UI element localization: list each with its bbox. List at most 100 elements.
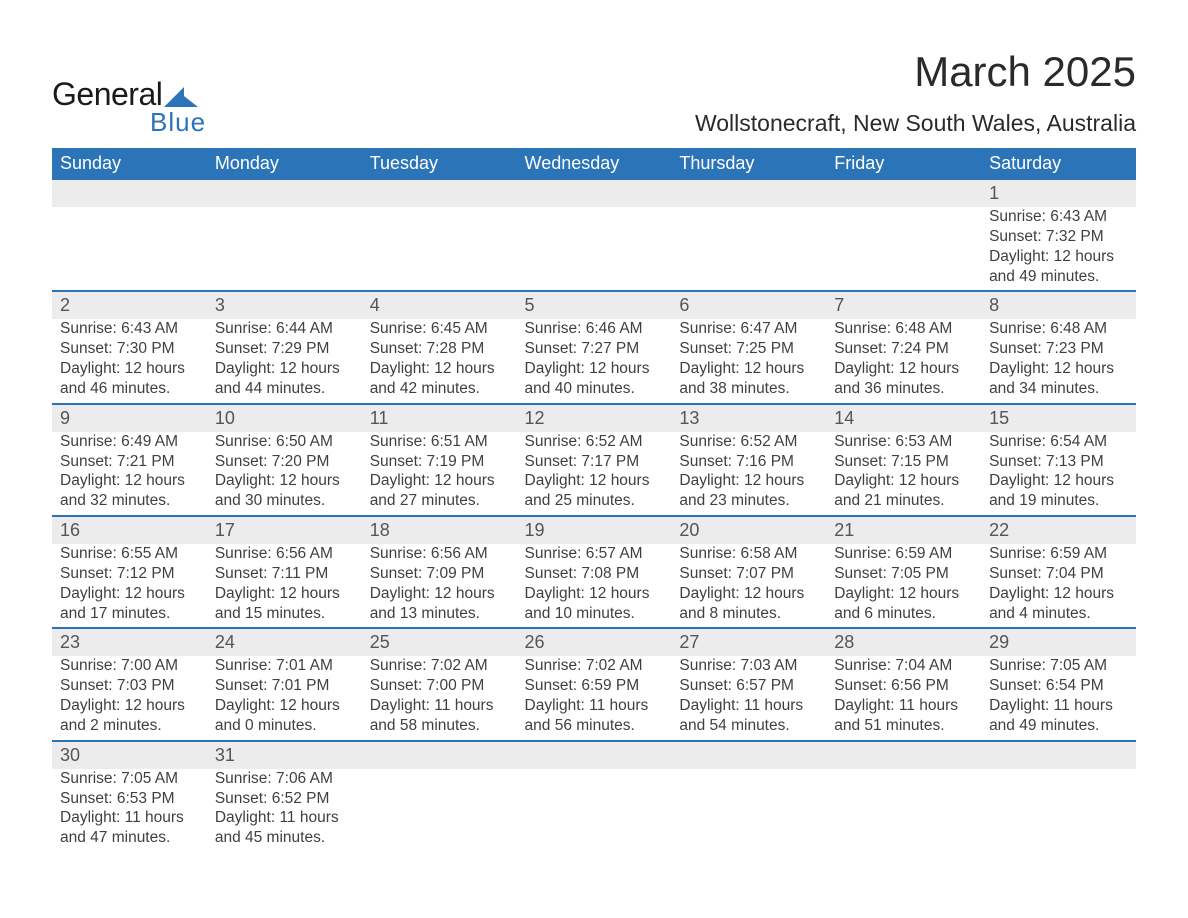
day-number: 9 bbox=[52, 404, 207, 432]
sunset-line: Sunset: 7:01 PM bbox=[215, 676, 354, 696]
day-header: Sunday bbox=[52, 148, 207, 180]
daylight-line: Daylight: 12 hours and 25 minutes. bbox=[525, 471, 664, 511]
day-number: 27 bbox=[671, 628, 826, 656]
day-cell: Sunrise: 6:56 AMSunset: 7:09 PMDaylight:… bbox=[362, 544, 517, 628]
week-number-row: 9101112131415 bbox=[52, 404, 1136, 432]
day-header: Wednesday bbox=[517, 148, 672, 180]
week-detail-row: Sunrise: 6:55 AMSunset: 7:12 PMDaylight:… bbox=[52, 544, 1136, 628]
day-cell: Sunrise: 6:43 AMSunset: 7:30 PMDaylight:… bbox=[52, 319, 207, 403]
sunrise-line: Sunrise: 6:44 AM bbox=[215, 319, 354, 339]
daylight-line: Daylight: 12 hours and 4 minutes. bbox=[989, 584, 1128, 624]
daylight-line: Daylight: 12 hours and 21 minutes. bbox=[834, 471, 973, 511]
empty-cell bbox=[517, 741, 672, 769]
day-cell: Sunrise: 6:47 AMSunset: 7:25 PMDaylight:… bbox=[671, 319, 826, 403]
week-number-row: 23242526272829 bbox=[52, 628, 1136, 656]
sunset-line: Sunset: 6:57 PM bbox=[679, 676, 818, 696]
sunrise-line: Sunrise: 6:52 AM bbox=[679, 432, 818, 452]
day-cell: Sunrise: 7:02 AMSunset: 7:00 PMDaylight:… bbox=[362, 656, 517, 740]
day-number: 5 bbox=[517, 291, 672, 319]
sunrise-line: Sunrise: 7:03 AM bbox=[679, 656, 818, 676]
sunset-line: Sunset: 7:08 PM bbox=[525, 564, 664, 584]
day-number: 31 bbox=[207, 741, 362, 769]
day-number: 1 bbox=[981, 180, 1136, 207]
daylight-line: Daylight: 12 hours and 0 minutes. bbox=[215, 696, 354, 736]
sunrise-line: Sunrise: 6:45 AM bbox=[370, 319, 509, 339]
day-header: Thursday bbox=[671, 148, 826, 180]
day-cell: Sunrise: 6:54 AMSunset: 7:13 PMDaylight:… bbox=[981, 432, 1136, 516]
day-number: 2 bbox=[52, 291, 207, 319]
empty-cell bbox=[207, 180, 362, 207]
day-number: 22 bbox=[981, 516, 1136, 544]
day-number: 3 bbox=[207, 291, 362, 319]
sunrise-line: Sunrise: 6:57 AM bbox=[525, 544, 664, 564]
daylight-line: Daylight: 11 hours and 47 minutes. bbox=[60, 808, 199, 848]
sunrise-line: Sunrise: 6:59 AM bbox=[989, 544, 1128, 564]
day-number: 28 bbox=[826, 628, 981, 656]
sunrise-line: Sunrise: 7:02 AM bbox=[525, 656, 664, 676]
sunset-line: Sunset: 6:59 PM bbox=[525, 676, 664, 696]
sunset-line: Sunset: 7:19 PM bbox=[370, 452, 509, 472]
daylight-line: Daylight: 12 hours and 30 minutes. bbox=[215, 471, 354, 511]
day-cell: Sunrise: 6:53 AMSunset: 7:15 PMDaylight:… bbox=[826, 432, 981, 516]
day-number: 30 bbox=[52, 741, 207, 769]
week-number-row: 3031 bbox=[52, 741, 1136, 769]
daylight-line: Daylight: 12 hours and 40 minutes. bbox=[525, 359, 664, 399]
day-cell: Sunrise: 6:51 AMSunset: 7:19 PMDaylight:… bbox=[362, 432, 517, 516]
empty-cell bbox=[671, 769, 826, 852]
sunrise-line: Sunrise: 6:43 AM bbox=[60, 319, 199, 339]
daylight-line: Daylight: 12 hours and 10 minutes. bbox=[525, 584, 664, 624]
empty-cell bbox=[826, 180, 981, 207]
location: Wollstonecraft, New South Wales, Austral… bbox=[695, 110, 1136, 137]
day-cell: Sunrise: 6:44 AMSunset: 7:29 PMDaylight:… bbox=[207, 319, 362, 403]
daylight-line: Daylight: 12 hours and 36 minutes. bbox=[834, 359, 973, 399]
sunset-line: Sunset: 6:54 PM bbox=[989, 676, 1128, 696]
sunset-line: Sunset: 7:21 PM bbox=[60, 452, 199, 472]
brand-general: General bbox=[52, 76, 162, 113]
daylight-line: Daylight: 12 hours and 23 minutes. bbox=[679, 471, 818, 511]
sunrise-line: Sunrise: 7:04 AM bbox=[834, 656, 973, 676]
daylight-line: Daylight: 12 hours and 44 minutes. bbox=[215, 359, 354, 399]
sunrise-line: Sunrise: 7:00 AM bbox=[60, 656, 199, 676]
sunset-line: Sunset: 7:30 PM bbox=[60, 339, 199, 359]
day-cell: Sunrise: 7:00 AMSunset: 7:03 PMDaylight:… bbox=[52, 656, 207, 740]
day-number: 19 bbox=[517, 516, 672, 544]
day-cell: Sunrise: 7:03 AMSunset: 6:57 PMDaylight:… bbox=[671, 656, 826, 740]
day-cell: Sunrise: 7:06 AMSunset: 6:52 PMDaylight:… bbox=[207, 769, 362, 852]
sunrise-line: Sunrise: 6:47 AM bbox=[679, 319, 818, 339]
sunset-line: Sunset: 7:23 PM bbox=[989, 339, 1128, 359]
day-number: 24 bbox=[207, 628, 362, 656]
week-detail-row: Sunrise: 7:05 AMSunset: 6:53 PMDaylight:… bbox=[52, 769, 1136, 852]
sunrise-line: Sunrise: 7:06 AM bbox=[215, 769, 354, 789]
day-number: 4 bbox=[362, 291, 517, 319]
day-header: Tuesday bbox=[362, 148, 517, 180]
sunrise-line: Sunrise: 6:56 AM bbox=[370, 544, 509, 564]
day-number: 29 bbox=[981, 628, 1136, 656]
sunset-line: Sunset: 6:53 PM bbox=[60, 789, 199, 809]
day-number: 21 bbox=[826, 516, 981, 544]
month-title: March 2025 bbox=[695, 48, 1136, 96]
day-cell: Sunrise: 6:56 AMSunset: 7:11 PMDaylight:… bbox=[207, 544, 362, 628]
day-cell: Sunrise: 6:46 AMSunset: 7:27 PMDaylight:… bbox=[517, 319, 672, 403]
daylight-line: Daylight: 11 hours and 54 minutes. bbox=[679, 696, 818, 736]
daylight-line: Daylight: 12 hours and 32 minutes. bbox=[60, 471, 199, 511]
sunrise-line: Sunrise: 7:02 AM bbox=[370, 656, 509, 676]
sunrise-line: Sunrise: 6:46 AM bbox=[525, 319, 664, 339]
daylight-line: Daylight: 12 hours and 46 minutes. bbox=[60, 359, 199, 399]
day-number: 17 bbox=[207, 516, 362, 544]
daylight-line: Daylight: 12 hours and 17 minutes. bbox=[60, 584, 199, 624]
sunset-line: Sunset: 6:56 PM bbox=[834, 676, 973, 696]
sunrise-line: Sunrise: 6:49 AM bbox=[60, 432, 199, 452]
day-cell: Sunrise: 6:43 AMSunset: 7:32 PMDaylight:… bbox=[981, 207, 1136, 291]
sunset-line: Sunset: 7:13 PM bbox=[989, 452, 1128, 472]
day-number: 10 bbox=[207, 404, 362, 432]
empty-cell bbox=[826, 769, 981, 852]
daylight-line: Daylight: 11 hours and 51 minutes. bbox=[834, 696, 973, 736]
day-number: 7 bbox=[826, 291, 981, 319]
sunset-line: Sunset: 7:24 PM bbox=[834, 339, 973, 359]
day-cell: Sunrise: 6:59 AMSunset: 7:05 PMDaylight:… bbox=[826, 544, 981, 628]
day-cell: Sunrise: 7:05 AMSunset: 6:53 PMDaylight:… bbox=[52, 769, 207, 852]
empty-cell bbox=[207, 207, 362, 291]
empty-cell bbox=[362, 207, 517, 291]
day-number: 20 bbox=[671, 516, 826, 544]
daylight-line: Daylight: 12 hours and 13 minutes. bbox=[370, 584, 509, 624]
